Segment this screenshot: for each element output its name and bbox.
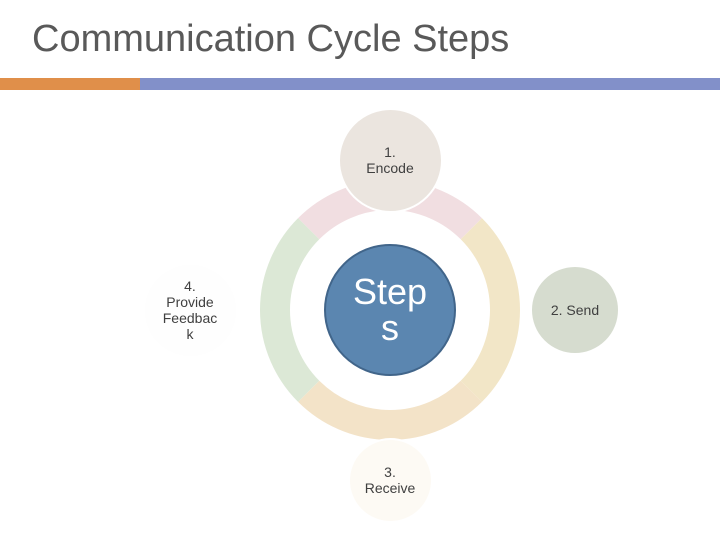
- cycle-diagram: Step s1. Encode2. Send3. Receive4. Provi…: [180, 100, 620, 520]
- node-label-send: 2. Send: [551, 302, 599, 318]
- node-receive: 3. Receive: [348, 438, 433, 523]
- node-feedback: 4. Provide Feedbac k: [143, 263, 238, 358]
- node-send: 2. Send: [530, 265, 620, 355]
- node-label-encode: 1. Encode: [366, 144, 413, 176]
- center-label: Step s: [353, 274, 427, 346]
- node-encode: 1. Encode: [338, 108, 443, 213]
- ring-arc: [471, 229, 505, 392]
- center-node: Step s: [324, 244, 456, 376]
- underline-main: [140, 78, 720, 90]
- page-title: Communication Cycle Steps: [32, 18, 509, 61]
- title-underline: [0, 78, 720, 90]
- node-label-feedback: 4. Provide Feedbac k: [163, 278, 217, 342]
- underline-accent: [0, 78, 140, 90]
- ring-arc: [275, 229, 309, 392]
- node-label-receive: 3. Receive: [365, 464, 416, 496]
- ring-arc: [309, 391, 472, 425]
